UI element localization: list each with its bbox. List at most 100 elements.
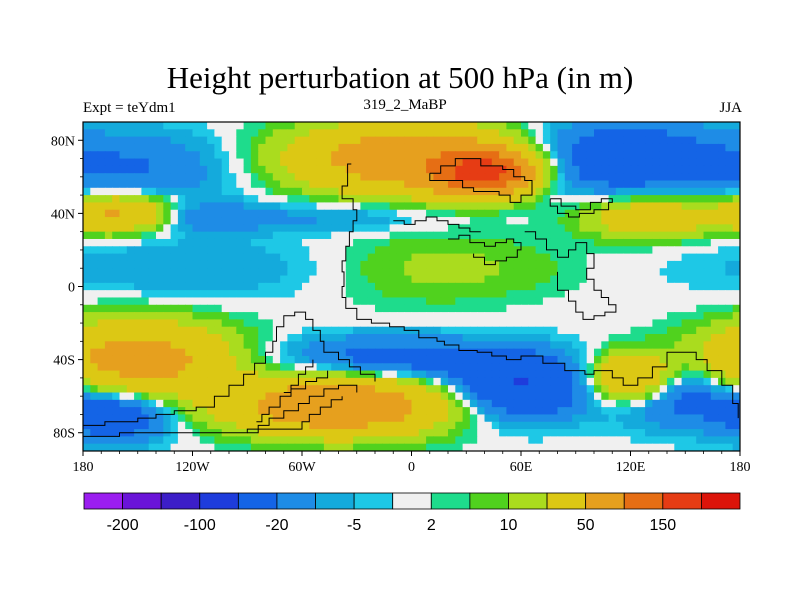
field-cell: [594, 377, 602, 386]
field-cell: [440, 129, 449, 138]
field-cell: [491, 209, 500, 218]
field-cell: [586, 312, 595, 320]
field-cell: [608, 392, 617, 401]
field-cell: [265, 238, 274, 247]
field-cell: [185, 312, 194, 320]
field-cell: [243, 209, 252, 218]
field-cell: [134, 377, 142, 386]
field-cell: [389, 436, 398, 445]
field-cell: [97, 129, 106, 138]
field-cell: [375, 297, 383, 306]
field-cell: [433, 246, 442, 255]
field-cell: [258, 399, 267, 408]
field-cell: [302, 195, 310, 204]
field-cell: [382, 326, 391, 335]
field-cell: [404, 136, 413, 145]
field-cell: [645, 429, 653, 437]
field-cell: [302, 429, 310, 437]
field-cell: [207, 165, 215, 174]
field-cell: [521, 187, 529, 196]
field-cell: [382, 341, 391, 350]
field-cell: [433, 231, 442, 240]
field-cell: [440, 319, 449, 328]
field-cell: [564, 392, 573, 401]
field-cell: [83, 195, 91, 204]
field-cell: [141, 363, 150, 372]
field-cell: [104, 429, 113, 437]
field-cell: [601, 348, 610, 357]
field-cell: [287, 173, 296, 182]
field-cell: [148, 180, 157, 189]
field-cell: [192, 297, 201, 306]
field-cell: [594, 173, 602, 182]
field-cell: [163, 268, 172, 277]
field-cell: [594, 209, 602, 218]
field-cell: [440, 151, 449, 160]
field-cell: [272, 377, 281, 386]
field-cell: [601, 253, 610, 262]
field-cell: [353, 173, 361, 182]
field-cell: [710, 268, 719, 277]
field-cell: [323, 151, 332, 160]
field-cell: [272, 399, 281, 408]
field-cell: [601, 392, 610, 401]
field-cell: [192, 414, 201, 423]
field-cell: [521, 238, 529, 247]
field-cell: [119, 334, 128, 342]
field-cell: [207, 334, 215, 342]
field-cell: [411, 319, 420, 328]
field-cell: [542, 436, 551, 445]
field-cell: [243, 385, 252, 394]
field-cell: [652, 187, 661, 196]
field-cell: [462, 429, 471, 437]
field-cell: [119, 217, 128, 225]
field-cell: [499, 297, 507, 306]
field-cell: [557, 436, 566, 445]
field-cell: [506, 377, 515, 386]
field-cell: [141, 290, 150, 299]
field-cell: [207, 231, 215, 240]
field-cell: [623, 129, 632, 138]
field-cell: [652, 180, 661, 189]
field-cell: [192, 319, 201, 328]
field-cell: [455, 429, 464, 437]
field-cell: [645, 348, 653, 357]
field-cell: [272, 187, 281, 196]
field-cell: [725, 187, 734, 196]
field-cell: [272, 129, 281, 138]
field-cell: [404, 195, 413, 204]
field-cell: [250, 436, 259, 445]
field-cell: [272, 319, 281, 328]
field-cell: [535, 187, 544, 196]
field-cell: [579, 436, 588, 445]
field-cell: [703, 260, 712, 269]
field-cell: [718, 436, 726, 445]
field-cell: [141, 443, 150, 451]
field-cell: [542, 253, 551, 262]
field-cell: [652, 158, 661, 167]
field-cell: [367, 429, 376, 437]
field-cell: [375, 217, 383, 225]
field-cell: [608, 282, 617, 291]
field-cell: [499, 209, 507, 218]
field-cell: [134, 246, 142, 255]
field-cell: [572, 414, 580, 423]
field-cell: [294, 217, 303, 225]
field-cell: [404, 187, 413, 196]
field-cell: [455, 304, 464, 313]
field-cell: [192, 392, 201, 401]
field-cell: [345, 246, 354, 255]
field-cell: [718, 202, 726, 211]
field-cell: [382, 407, 391, 416]
field-cell: [448, 173, 456, 182]
field-cell: [542, 290, 551, 299]
field-cell: [90, 165, 99, 174]
field-cell: [97, 370, 106, 379]
field-cell: [448, 304, 456, 313]
field-cell: [499, 348, 507, 357]
field-cell: [681, 260, 690, 269]
field-cell: [90, 180, 99, 189]
field-cell: [104, 165, 113, 174]
field-cell: [586, 224, 595, 233]
field-cell: [448, 143, 456, 152]
